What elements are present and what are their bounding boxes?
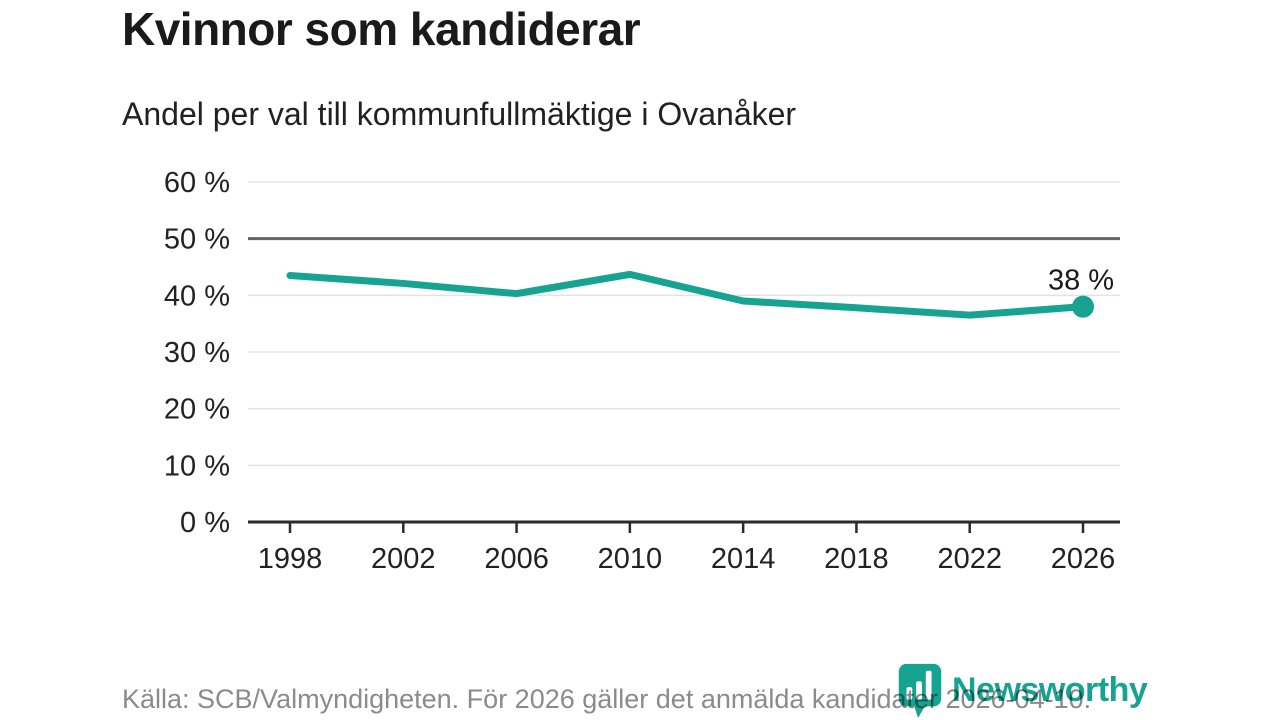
y-tick-label: 0 %	[180, 507, 230, 539]
y-tick-label: 40 %	[164, 280, 230, 312]
chart-title: Kvinnor som kandiderar	[122, 3, 641, 55]
end-point-label: 38 %	[1048, 265, 1114, 297]
newsworthy-wordmark: Newsworthy	[952, 670, 1148, 709]
newsworthy-pin-icon	[898, 663, 942, 718]
x-tick-label: 2010	[598, 543, 663, 575]
x-tick-label: 2026	[1051, 543, 1116, 575]
newsworthy-logo: Newsworthy	[896, 662, 1148, 718]
y-tick-label: 30 %	[164, 337, 230, 369]
data-line	[286, 270, 1087, 319]
x-tick-label: 1998	[258, 543, 323, 575]
x-tick-label: 2002	[371, 543, 436, 575]
chart-subtitle: Andel per val till kommunfullmäktige i O…	[122, 96, 797, 132]
x-tick-label: 2018	[824, 543, 889, 575]
y-tick-label: 60 %	[164, 167, 230, 199]
y-tick-label: 10 %	[164, 450, 230, 482]
x-tick-label: 2014	[711, 543, 776, 575]
x-tick-label: 2006	[484, 543, 549, 575]
x-tick-label: 2022	[937, 543, 1002, 575]
y-tick-label: 20 %	[164, 394, 230, 426]
y-tick-label: 50 %	[164, 224, 230, 256]
end-point-marker	[1072, 295, 1094, 318]
